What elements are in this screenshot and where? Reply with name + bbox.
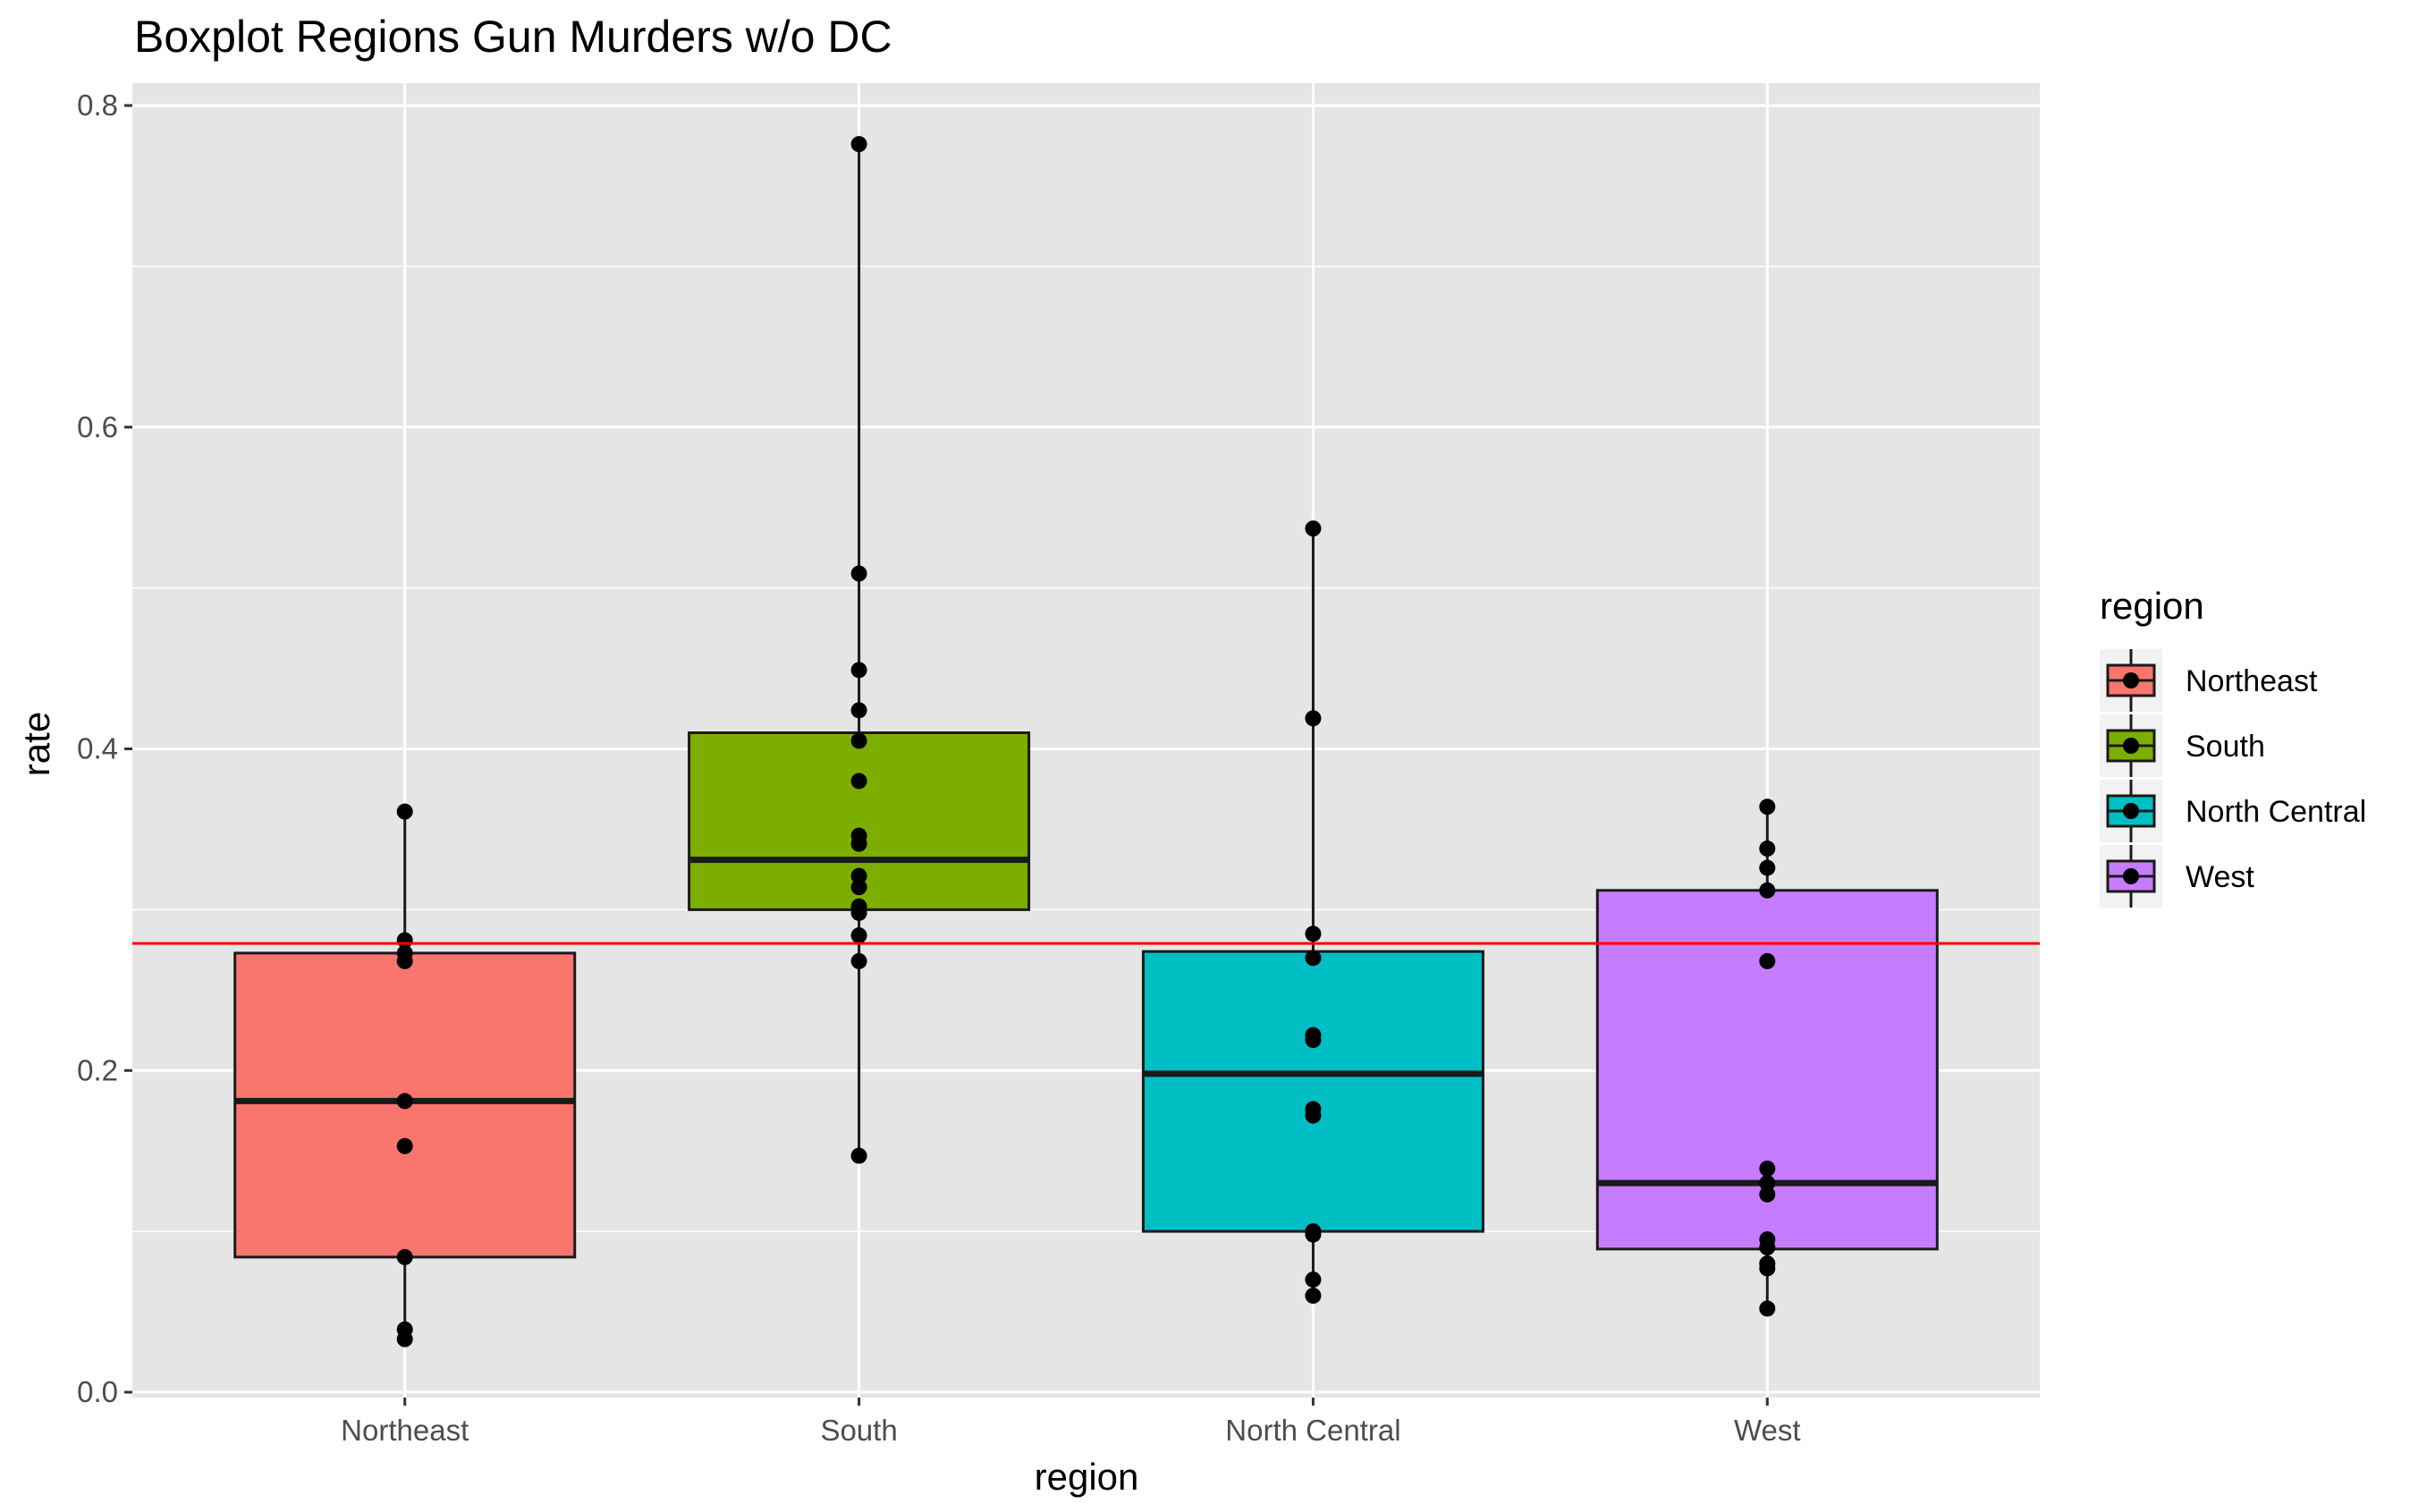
box-north-central (1141, 950, 1484, 1233)
data-point (1759, 798, 1776, 815)
data-point (396, 803, 413, 820)
legend-item: West (2100, 845, 2254, 908)
data-point (850, 835, 867, 852)
data-point (1305, 1107, 1322, 1124)
data-point (1305, 1032, 1322, 1049)
legend-item: North Central (2100, 780, 2366, 842)
y-tick-label: 0.4 (77, 732, 118, 765)
data-point (850, 565, 867, 582)
legend-key-point (2123, 803, 2139, 819)
y-tick-label: 0.2 (77, 1053, 118, 1086)
x-tick-label: Northeast (341, 1414, 469, 1447)
y-axis: 0.0 0.2 0.4 0.6 0.8 (77, 89, 132, 1408)
data-point (1759, 952, 1776, 969)
x-axis-title: region (1035, 1456, 1139, 1498)
x-axis: Northeast South North Central West (341, 1398, 1801, 1447)
chart-title: Boxplot Regions Gun Murders w/o DC (134, 12, 892, 62)
data-point (1759, 840, 1776, 857)
data-point (1305, 1288, 1322, 1305)
data-point (850, 773, 867, 790)
data-point (1759, 859, 1776, 876)
boxes (233, 731, 1939, 1259)
legend-label: West (2186, 860, 2254, 894)
data-point (1759, 1239, 1776, 1256)
data-point (1759, 882, 1776, 899)
data-point (850, 662, 867, 679)
data-point (396, 1137, 413, 1154)
y-tick-label: 0.0 (77, 1375, 118, 1408)
data-point (396, 1248, 413, 1265)
legend-label: South (2186, 730, 2265, 764)
data-point (1305, 925, 1322, 942)
legend: region Northeast South North Central West (2100, 585, 2366, 908)
data-point (850, 927, 867, 944)
data-point (850, 867, 867, 884)
y-tick-label: 0.8 (77, 89, 118, 122)
data-point (396, 1093, 413, 1110)
legend-title: region (2100, 585, 2204, 627)
x-tick-label: South (820, 1414, 897, 1447)
y-axis-title: rate (15, 712, 57, 776)
legend-key-point (2123, 868, 2139, 884)
legend-label: North Central (2186, 795, 2366, 829)
data-point (1305, 710, 1322, 727)
data-point (1305, 1226, 1322, 1243)
data-point (1305, 520, 1322, 537)
data-point (1759, 1160, 1776, 1177)
data-point (850, 1147, 867, 1164)
data-point (850, 136, 867, 153)
data-point (396, 952, 413, 969)
data-point (850, 879, 867, 896)
data-point (1305, 950, 1322, 967)
y-tick-label: 0.6 (77, 410, 118, 443)
legend-key-point (2123, 672, 2139, 688)
data-point (1759, 1186, 1776, 1203)
data-point (1759, 1300, 1776, 1317)
data-point (396, 1330, 413, 1347)
data-point (850, 732, 867, 749)
data-point (1759, 1175, 1776, 1192)
legend-item: South (2100, 714, 2265, 777)
legend-key-point (2123, 738, 2139, 754)
legend-item: Northeast (2100, 649, 2318, 712)
x-tick-label: North Central (1225, 1414, 1400, 1447)
data-points (396, 136, 1776, 1347)
data-point (1305, 1271, 1322, 1288)
data-point (1759, 1260, 1776, 1277)
data-point (850, 702, 867, 719)
x-tick-label: West (1734, 1414, 1801, 1447)
data-point (850, 904, 867, 921)
legend-label: Northeast (2186, 664, 2318, 698)
data-point (850, 952, 867, 969)
